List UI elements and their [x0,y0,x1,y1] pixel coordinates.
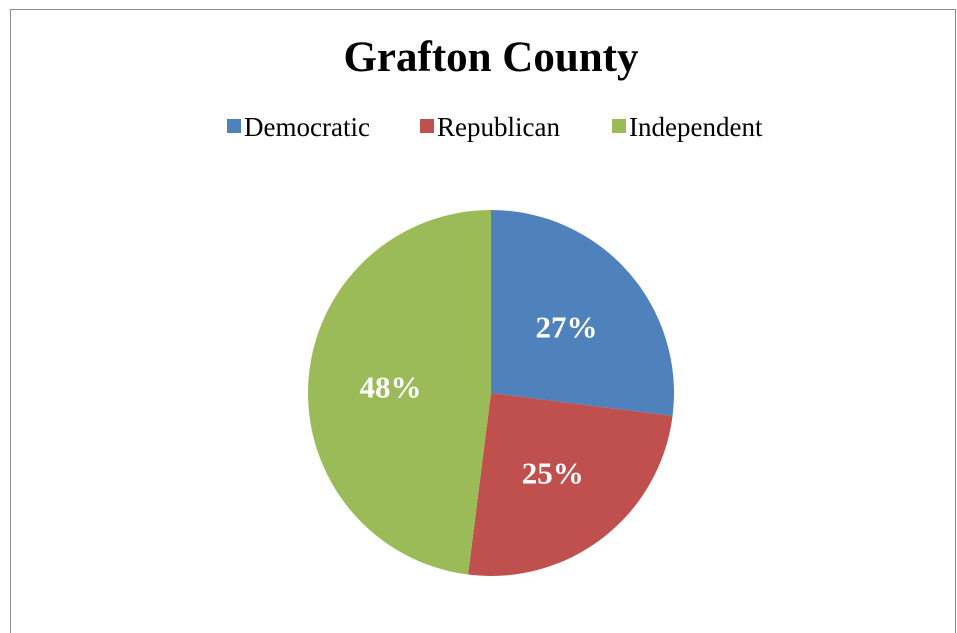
legend-label-republican: Republican [437,112,560,142]
data-label-democratic: 27% [535,309,597,344]
pie-slice-independent [307,210,491,575]
data-label-republican: 25% [522,456,584,491]
legend-swatch-republican [420,119,434,133]
legend-swatch-independent [612,119,626,133]
legend-swatch-democratic [227,119,241,133]
legend-label-democratic: Democratic [244,112,370,142]
chart-title: Grafton County [343,34,639,81]
pie-slices [307,210,674,576]
pie-slice-democratic [491,210,674,416]
legend: Democratic Republican Independent [227,112,763,142]
pie-data-labels: 27% 25% 48% [360,309,598,490]
pie-slice-republican [468,393,673,576]
legend-label-independent: Independent [629,112,763,142]
data-label-independent: 48% [360,370,422,405]
